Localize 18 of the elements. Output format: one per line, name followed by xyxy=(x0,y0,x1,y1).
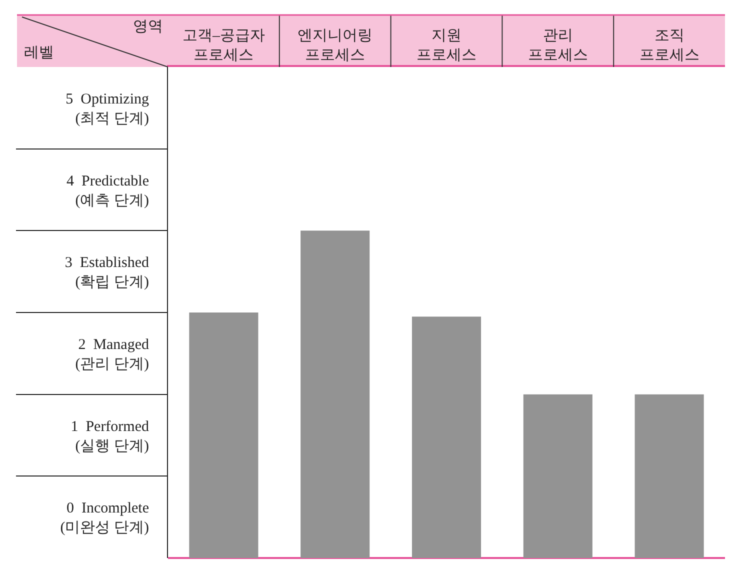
y-tick-label: 0 Incomplete (미완성 단계) xyxy=(60,500,150,536)
x-tick-label: 엔지니어링 프로세스 xyxy=(298,28,373,64)
bar xyxy=(189,312,258,558)
y-tick-label: 1 Performed (실행 단계) xyxy=(70,418,150,454)
bar xyxy=(412,316,482,558)
bar xyxy=(634,394,704,558)
y-tick-label: 3 Established (확립 단계) xyxy=(64,255,150,291)
y-tick-label: 5 Optimizing (최적 단계) xyxy=(66,91,150,127)
bar xyxy=(523,394,592,558)
x-tick-label: 관리 프로세스 xyxy=(528,28,588,64)
y-tick-label: 2 Managed (관리 단계) xyxy=(75,336,150,372)
y-axis-title: 레벨 xyxy=(24,45,54,61)
y-tick-label: 4 Predictable (예측 단계) xyxy=(66,173,150,209)
x-tick-label: 지원 프로세스 xyxy=(416,28,476,64)
x-tick-label: 고객–공급자 프로세스 xyxy=(182,28,265,64)
bar xyxy=(300,230,370,558)
x-axis-title: 영역 xyxy=(133,19,163,35)
x-tick-label: 조직 프로세스 xyxy=(639,28,700,64)
